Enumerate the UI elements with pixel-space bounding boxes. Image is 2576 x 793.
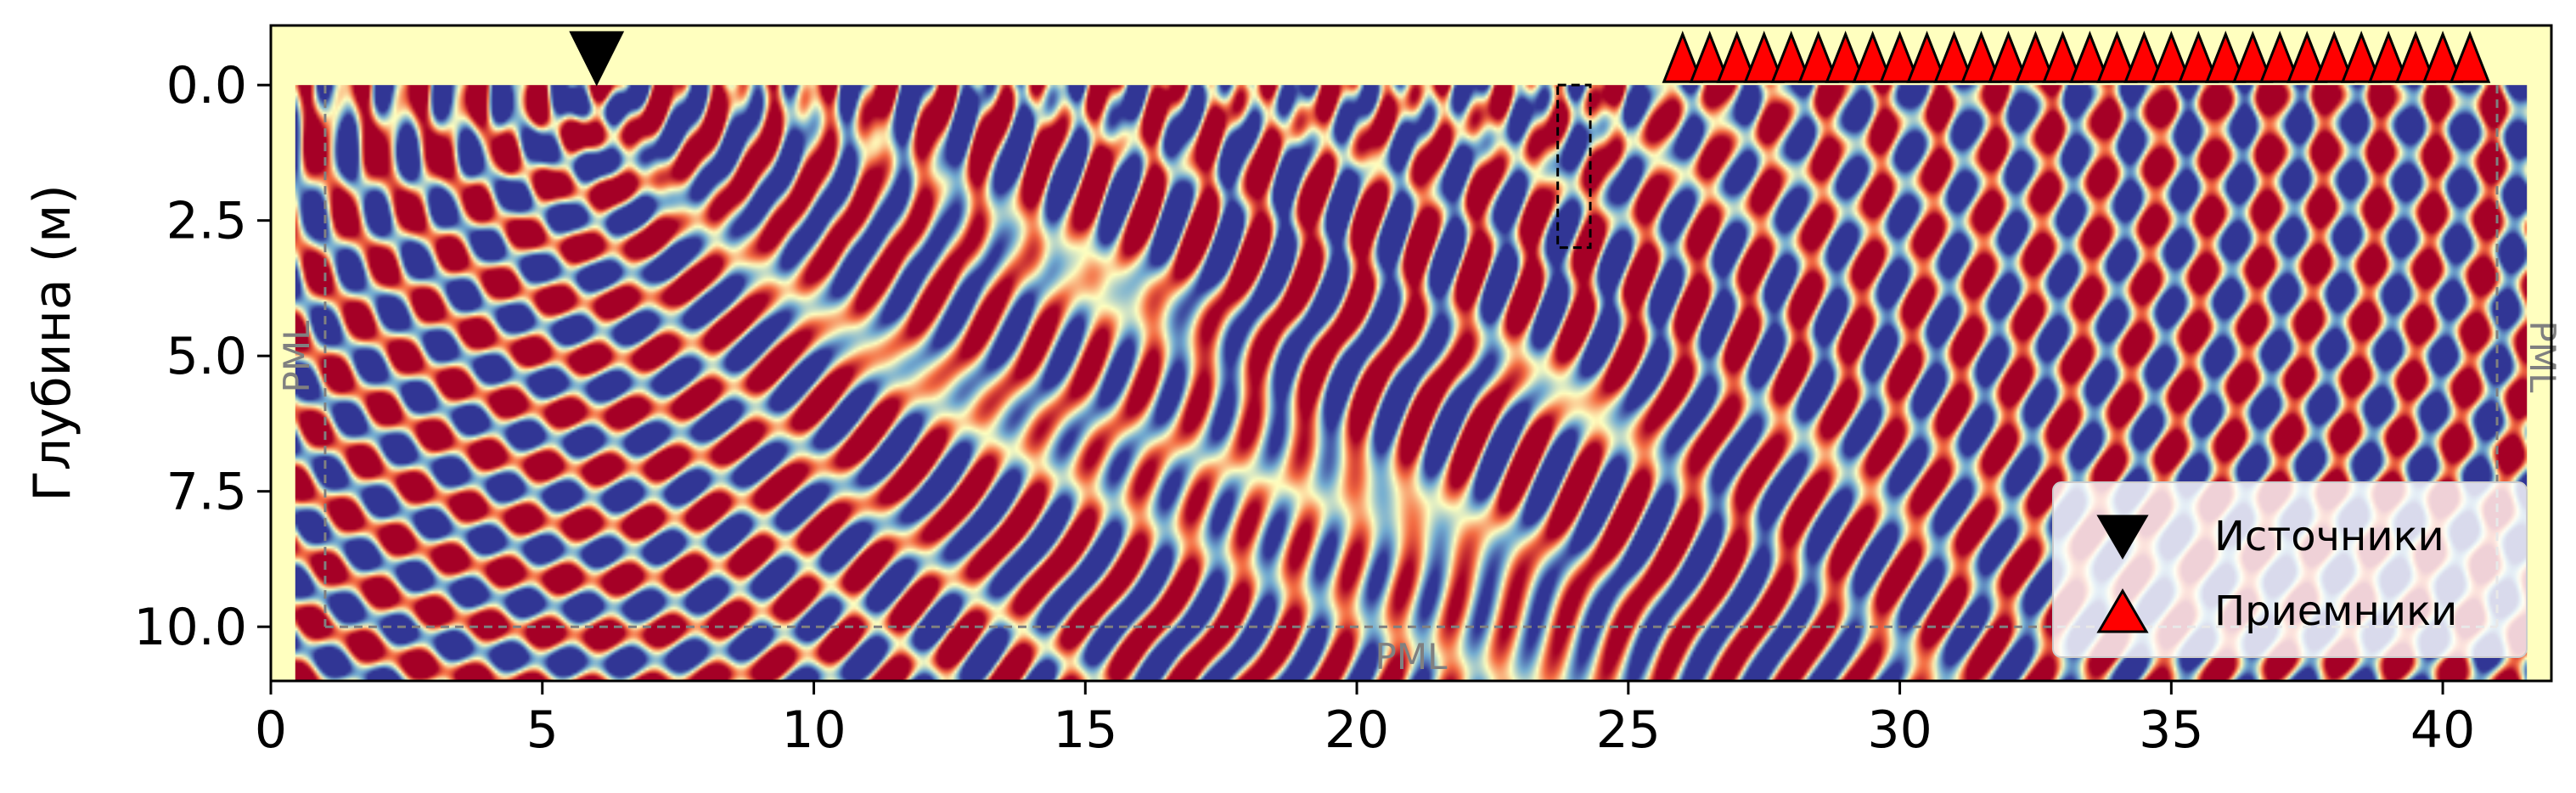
y-tick-label: 0.0 xyxy=(166,56,247,115)
y-tick-label: 2.5 xyxy=(166,192,247,251)
receiver-marker xyxy=(1662,31,1703,83)
receiver-marker xyxy=(2449,31,2491,83)
receiver-marker xyxy=(1716,31,1758,83)
pml-left-label: PML xyxy=(276,320,318,393)
receiver-marker xyxy=(2096,31,2138,83)
receiver-marker xyxy=(2340,31,2382,83)
legend-source-marker xyxy=(2096,515,2149,560)
y-tick-label: 7.5 xyxy=(166,463,247,522)
x-tick-label: 25 xyxy=(1596,700,1661,760)
legend: Источники Приемники xyxy=(2052,481,2528,658)
legend-receiver-label: Приемники xyxy=(2214,588,2457,635)
receiver-marker xyxy=(2015,31,2056,83)
receiver-marker xyxy=(2286,31,2328,83)
receiver-marker xyxy=(2232,31,2274,83)
plot-frame xyxy=(269,24,2553,683)
y-axis: 0.0 2.5 5.0 7.5 10.0 xyxy=(133,56,271,657)
receivers-group xyxy=(1662,31,2491,83)
receiver-marker xyxy=(1906,31,1948,83)
receiver-marker xyxy=(1797,31,1839,83)
receiver-marker xyxy=(2394,31,2437,83)
receiver-marker xyxy=(2367,31,2410,83)
receiver-marker xyxy=(1879,31,1921,83)
receiver-marker xyxy=(1852,31,1893,83)
x-tick-label: 30 xyxy=(1867,700,1932,760)
receiver-marker xyxy=(2259,31,2301,83)
x-tick-label: 0 xyxy=(255,700,287,760)
x-tick-label: 5 xyxy=(526,700,559,760)
receiver-marker xyxy=(2178,31,2219,83)
receiver-marker xyxy=(2151,31,2192,83)
x-tick-label: 10 xyxy=(781,700,846,760)
x-tick-label: 35 xyxy=(2139,700,2203,760)
receiver-marker xyxy=(1933,31,1975,83)
receiver-marker xyxy=(2421,31,2464,83)
receiver-marker xyxy=(2042,31,2084,83)
receiver-marker xyxy=(1689,31,1730,83)
x-tick-label: 40 xyxy=(2410,700,2475,760)
pml-right-label: PML xyxy=(2522,321,2563,394)
x-tick-label: 15 xyxy=(1053,700,1117,760)
x-tick-label: 20 xyxy=(1325,700,1389,760)
legend-box xyxy=(2052,481,2528,658)
y-tick-label: 10.0 xyxy=(133,598,247,657)
receiver-marker xyxy=(1988,31,2029,83)
receiver-marker xyxy=(1825,31,1866,83)
receiver-marker xyxy=(1770,31,1812,83)
receiver-marker xyxy=(2313,31,2355,83)
legend-receiver-marker xyxy=(2096,588,2149,633)
receiver-marker xyxy=(2205,31,2247,83)
source-marker xyxy=(569,31,625,87)
receiver-marker xyxy=(2123,31,2165,83)
receiver-marker xyxy=(2069,31,2111,83)
highlight-box xyxy=(1556,83,1592,250)
receiver-marker xyxy=(1743,31,1785,83)
y-tick-label: 5.0 xyxy=(166,327,247,386)
receiver-marker xyxy=(1960,31,2002,83)
x-axis: 0 5 10 15 20 25 30 35 40 xyxy=(255,681,2475,760)
sources-group xyxy=(569,31,625,87)
y-axis-label: Глубина (м) xyxy=(23,184,82,502)
legend-source-label: Источники xyxy=(2214,513,2444,560)
pml-bottom-label: PML xyxy=(1375,636,1448,678)
